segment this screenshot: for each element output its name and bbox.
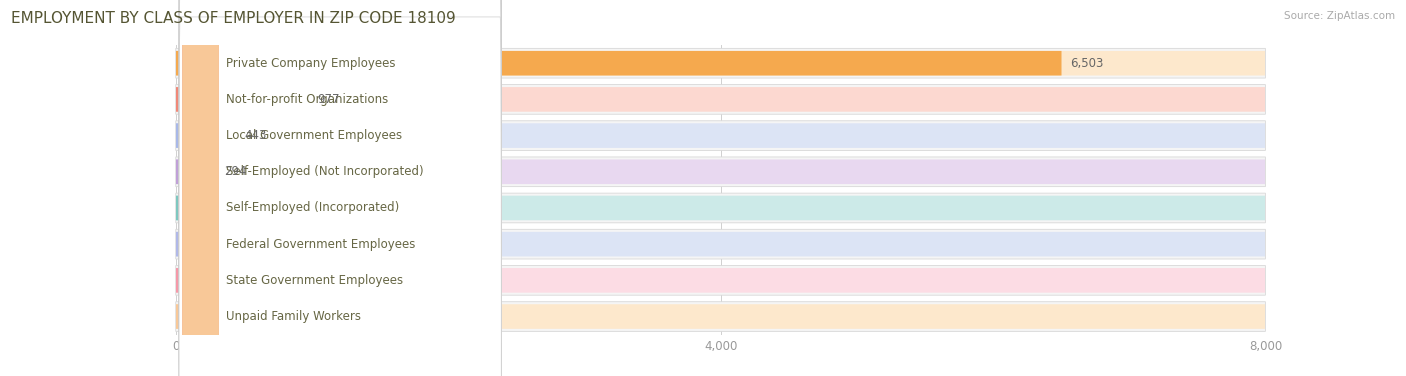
Circle shape	[183, 0, 218, 376]
Text: Self-Employed (Not Incorporated): Self-Employed (Not Incorporated)	[226, 165, 425, 178]
Circle shape	[183, 0, 218, 376]
FancyBboxPatch shape	[176, 265, 1265, 295]
FancyBboxPatch shape	[176, 232, 1265, 256]
Circle shape	[183, 0, 218, 376]
FancyBboxPatch shape	[176, 304, 180, 329]
Text: 86: 86	[195, 202, 211, 214]
FancyBboxPatch shape	[176, 302, 1265, 331]
FancyBboxPatch shape	[176, 229, 1265, 259]
Text: Not-for-profit Organizations: Not-for-profit Organizations	[226, 93, 388, 106]
FancyBboxPatch shape	[176, 159, 215, 184]
FancyBboxPatch shape	[179, 0, 502, 376]
Text: Self-Employed (Incorporated): Self-Employed (Incorporated)	[226, 202, 399, 214]
FancyBboxPatch shape	[176, 196, 1265, 220]
Text: EMPLOYMENT BY CLASS OF EMPLOYER IN ZIP CODE 18109: EMPLOYMENT BY CLASS OF EMPLOYER IN ZIP C…	[11, 11, 456, 26]
Circle shape	[183, 0, 218, 376]
FancyBboxPatch shape	[179, 17, 502, 376]
FancyBboxPatch shape	[176, 49, 1265, 78]
FancyBboxPatch shape	[179, 0, 502, 376]
FancyBboxPatch shape	[176, 159, 1265, 184]
FancyBboxPatch shape	[176, 121, 1265, 150]
FancyBboxPatch shape	[179, 0, 502, 376]
Text: 60: 60	[193, 274, 207, 287]
Circle shape	[183, 0, 218, 376]
Circle shape	[183, 0, 218, 376]
FancyBboxPatch shape	[176, 196, 187, 220]
Text: Federal Government Employees: Federal Government Employees	[226, 238, 416, 251]
FancyBboxPatch shape	[176, 51, 1062, 76]
FancyBboxPatch shape	[176, 268, 1265, 293]
FancyBboxPatch shape	[176, 123, 1265, 148]
Text: Unpaid Family Workers: Unpaid Family Workers	[226, 310, 361, 323]
FancyBboxPatch shape	[176, 87, 309, 112]
FancyBboxPatch shape	[176, 85, 1265, 114]
FancyBboxPatch shape	[176, 304, 1265, 329]
Text: 443: 443	[245, 129, 267, 142]
Text: 977: 977	[316, 93, 339, 106]
Text: 63: 63	[193, 238, 207, 251]
Text: 29: 29	[188, 310, 202, 323]
FancyBboxPatch shape	[179, 0, 502, 376]
FancyBboxPatch shape	[179, 0, 502, 363]
Text: State Government Employees: State Government Employees	[226, 274, 404, 287]
FancyBboxPatch shape	[176, 51, 1265, 76]
FancyBboxPatch shape	[176, 157, 1265, 186]
Circle shape	[183, 0, 218, 376]
Text: Source: ZipAtlas.com: Source: ZipAtlas.com	[1284, 11, 1395, 21]
Text: 294: 294	[224, 165, 246, 178]
FancyBboxPatch shape	[176, 268, 184, 293]
FancyBboxPatch shape	[176, 232, 184, 256]
FancyBboxPatch shape	[176, 123, 236, 148]
Circle shape	[183, 0, 218, 376]
FancyBboxPatch shape	[176, 193, 1265, 223]
FancyBboxPatch shape	[179, 0, 502, 376]
FancyBboxPatch shape	[179, 0, 502, 376]
Text: 6,503: 6,503	[1070, 57, 1104, 70]
FancyBboxPatch shape	[176, 87, 1265, 112]
Text: Local Government Employees: Local Government Employees	[226, 129, 402, 142]
Text: Private Company Employees: Private Company Employees	[226, 57, 396, 70]
